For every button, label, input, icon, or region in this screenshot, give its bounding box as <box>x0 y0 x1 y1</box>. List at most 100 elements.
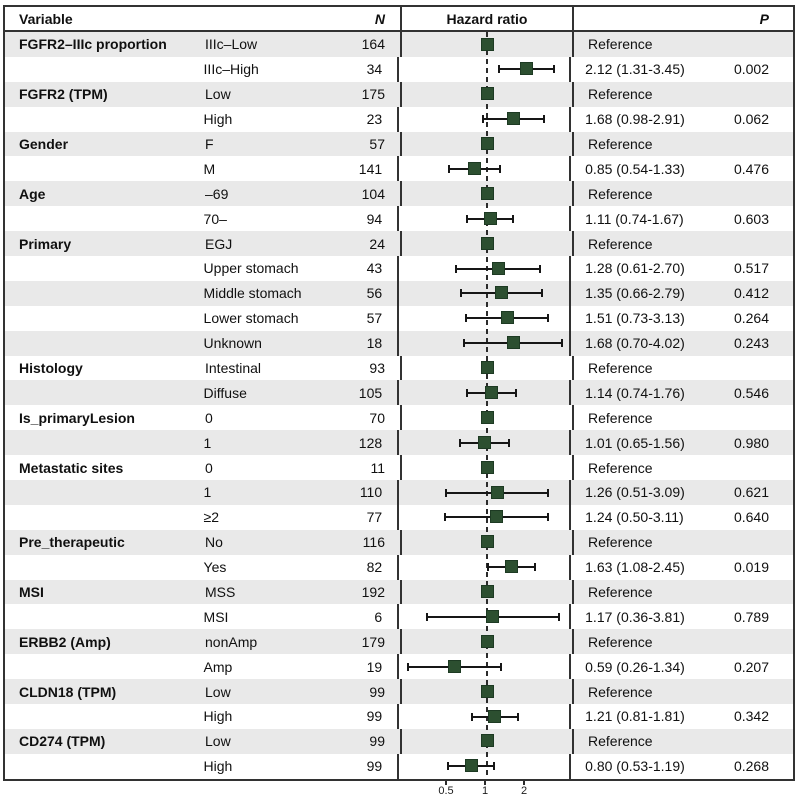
whisker-end-cap <box>499 662 502 671</box>
whisker-end-cap <box>508 438 511 447</box>
hazard-ratio-point-marker <box>480 236 494 250</box>
hazard-ratio-text: Reference <box>588 633 653 650</box>
n-value: 57 <box>366 310 383 327</box>
table-row: Upper stomach 43 1.28 (0.61-2.70) 0.517 <box>5 256 793 281</box>
hazard-ratio-text: 1.24 (0.50-3.11) <box>585 509 684 526</box>
hazard-ratio-text: 0.85 (0.54-1.33) <box>585 160 685 177</box>
n-value: 57 <box>369 136 385 152</box>
rows: FGFR2–IIIc proportion IIIc–Low 164 Refer… <box>5 32 793 779</box>
p-value: 0.264 <box>733 310 770 327</box>
n-value: 24 <box>369 235 385 252</box>
whisker-end-cap <box>543 115 546 124</box>
level-label: 1 <box>203 434 212 451</box>
hazard-ratio-text: 1.63 (1.08-2.45) <box>585 559 685 576</box>
hazard-ratio-text: 1.68 (0.98-2.91) <box>585 111 685 128</box>
hazard-ratio-point-marker <box>468 161 482 175</box>
level-label: No <box>205 534 223 551</box>
level-label: High <box>203 111 233 128</box>
forest-plot-cell <box>400 32 574 57</box>
table-row: Lower stomach 57 1.51 (0.73-3.13) 0.264 <box>5 305 793 331</box>
whisker-end-cap <box>407 662 410 671</box>
p-value: 0.621 <box>733 484 770 501</box>
p-value: 0.342 <box>733 708 770 725</box>
hazard-ratio-text: 1.35 (0.66-2.79) <box>585 285 685 302</box>
forest-plot-cell <box>397 654 572 680</box>
axis-tick-mark <box>445 780 447 785</box>
forest-plot-cell <box>397 554 572 580</box>
level-label: High <box>203 758 233 775</box>
whisker-end-cap <box>547 314 550 323</box>
axis-tick-label: 0.5 <box>438 784 454 797</box>
n-value: 77 <box>366 509 383 526</box>
table-row: Gender F 57 Reference <box>5 131 793 157</box>
hazard-ratio-text: 1.68 (0.70-4.02) <box>585 335 685 352</box>
hazard-ratio-text: Reference <box>588 459 653 476</box>
hazard-ratio-point-marker <box>490 485 504 499</box>
variable-label: Gender <box>19 136 69 152</box>
hazard-ratio-point-marker <box>480 37 494 51</box>
variable-label: MSI <box>19 584 44 601</box>
forest-plot-cell <box>397 753 572 779</box>
hazard-ratio-point-marker <box>480 137 494 151</box>
axis-tick-mark <box>523 780 525 785</box>
n-value: 141 <box>358 160 383 177</box>
hazard-ratio-point-marker <box>485 385 498 399</box>
table-row: Diffuse 105 1.14 (0.74-1.76) 0.546 <box>5 380 793 406</box>
hazard-ratio-text: 1.26 (0.51-3.09) <box>585 484 685 501</box>
variable-label: FGFR2 (TPM) <box>19 86 108 103</box>
hazard-ratio-point-marker <box>519 62 533 76</box>
whisker-end-cap <box>539 264 542 273</box>
hazard-ratio-point-marker <box>506 112 520 126</box>
level-label: IIIc–Low <box>205 36 258 53</box>
table-row: CLDN18 (TPM) Low 99 Reference <box>5 679 793 705</box>
n-value: 99 <box>366 758 383 775</box>
n-value: 99 <box>366 708 383 725</box>
level-label: 70– <box>203 210 227 227</box>
level-label: Yes <box>203 559 227 576</box>
level-label: nonAmp <box>205 633 258 650</box>
n-value: 179 <box>361 633 385 650</box>
hazard-ratio-text: Reference <box>588 36 653 53</box>
whisker-end-cap <box>458 438 461 447</box>
table-row: Unknown 18 1.68 (0.70-4.02) 0.243 <box>5 330 793 356</box>
whisker-end-cap <box>448 164 451 173</box>
hazard-ratio-text: 1.14 (0.74-1.76) <box>585 384 685 401</box>
forest-plot-cell <box>397 256 572 281</box>
whisker-end-cap <box>466 214 469 223</box>
p-value: 0.546 <box>733 384 770 401</box>
table-row: MSI MSS 192 Reference <box>5 579 793 605</box>
table-header: Variable N Hazard ratio P <box>5 7 793 32</box>
level-label: –69 <box>205 185 229 202</box>
column-header-n: N <box>374 10 385 27</box>
level-label: High <box>203 708 233 725</box>
forest-plot-cell <box>400 728 574 754</box>
whisker-end-cap <box>516 712 519 721</box>
n-value: 18 <box>366 335 383 352</box>
hazard-ratio-text: Reference <box>588 86 653 103</box>
forest-plot-cell <box>397 330 572 356</box>
forest-plot-cell <box>400 629 574 655</box>
hazard-ratio-text: 1.28 (0.61-2.70) <box>585 260 685 277</box>
table-row: ERBB2 (Amp) nonAmp 179 Reference <box>5 629 793 655</box>
variable-label: Histology <box>19 360 83 377</box>
n-value: 105 <box>358 384 383 401</box>
table-row: Histology Intestinal 93 Reference <box>5 355 793 381</box>
hazard-ratio-table: Variable N Hazard ratio P FGFR2–IIIc pro… <box>3 5 795 781</box>
p-value: 0.789 <box>733 608 770 625</box>
forest-plot-cell <box>397 280 572 306</box>
hazard-ratio-point-marker <box>480 87 494 101</box>
n-value: 34 <box>366 61 383 78</box>
forest-plot-cell <box>397 56 572 82</box>
n-value: 11 <box>370 459 385 476</box>
column-header-p: P <box>759 10 769 27</box>
forest-plot-cell <box>400 131 574 157</box>
level-label: IIIc–High <box>203 61 259 78</box>
hazard-ratio-point-marker <box>480 734 494 748</box>
forest-plot-cell <box>400 579 574 605</box>
whisker-end-cap <box>482 115 484 124</box>
table-row: CD274 (TPM) Low 99 Reference <box>5 728 793 754</box>
whisker-end-cap <box>466 388 469 397</box>
n-value: 164 <box>361 36 385 53</box>
table-row: 1 110 1.26 (0.51-3.09) 0.621 <box>5 480 793 505</box>
forest-plot-cell <box>397 206 572 232</box>
